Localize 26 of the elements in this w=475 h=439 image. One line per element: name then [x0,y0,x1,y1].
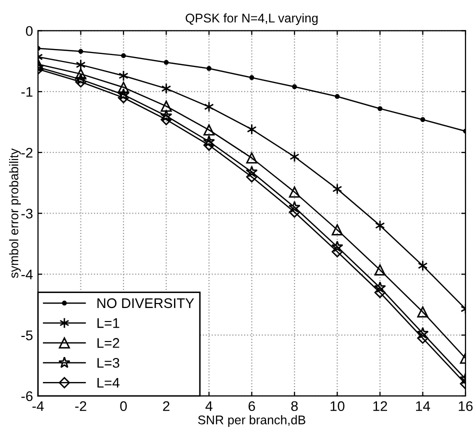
y-tick-label: -5 [21,330,33,340]
y-tick-label: -4 [21,270,33,280]
x-tick-label: 8 [291,401,298,412]
legend-label: L=2 [97,338,120,348]
x-tick-label: 4 [205,401,212,411]
y-tick-label: -3 [21,208,33,219]
x-tick-label: 10 [330,401,344,412]
x-tick-label: -4 [32,401,44,411]
legend-label: L=4 [97,378,120,388]
y-axis-title: symbol error probability [9,148,21,278]
x-tick-label: 2 [163,401,170,411]
chart-title: QPSK for N=4,L varying [186,13,318,25]
y-tick-label: -2 [21,148,32,158]
legend-label: NO DIVERSITY [97,298,194,308]
y-tick-label: -6 [21,391,33,402]
x-axis-title: SNR per branch,dB [198,415,306,427]
x-tick-label: 6 [248,401,255,412]
legend-label: L=3 [97,358,120,368]
legend-label: L=1 [97,318,120,328]
x-tick-label: 16 [458,401,473,412]
y-tick-label: 0 [26,26,33,36]
x-tick-label: -2 [75,401,86,411]
x-tick-label: 0 [120,401,127,412]
x-tick-label: 12 [373,401,388,411]
x-tick-label: 14 [416,401,430,411]
y-tick-label: -1 [21,87,32,97]
